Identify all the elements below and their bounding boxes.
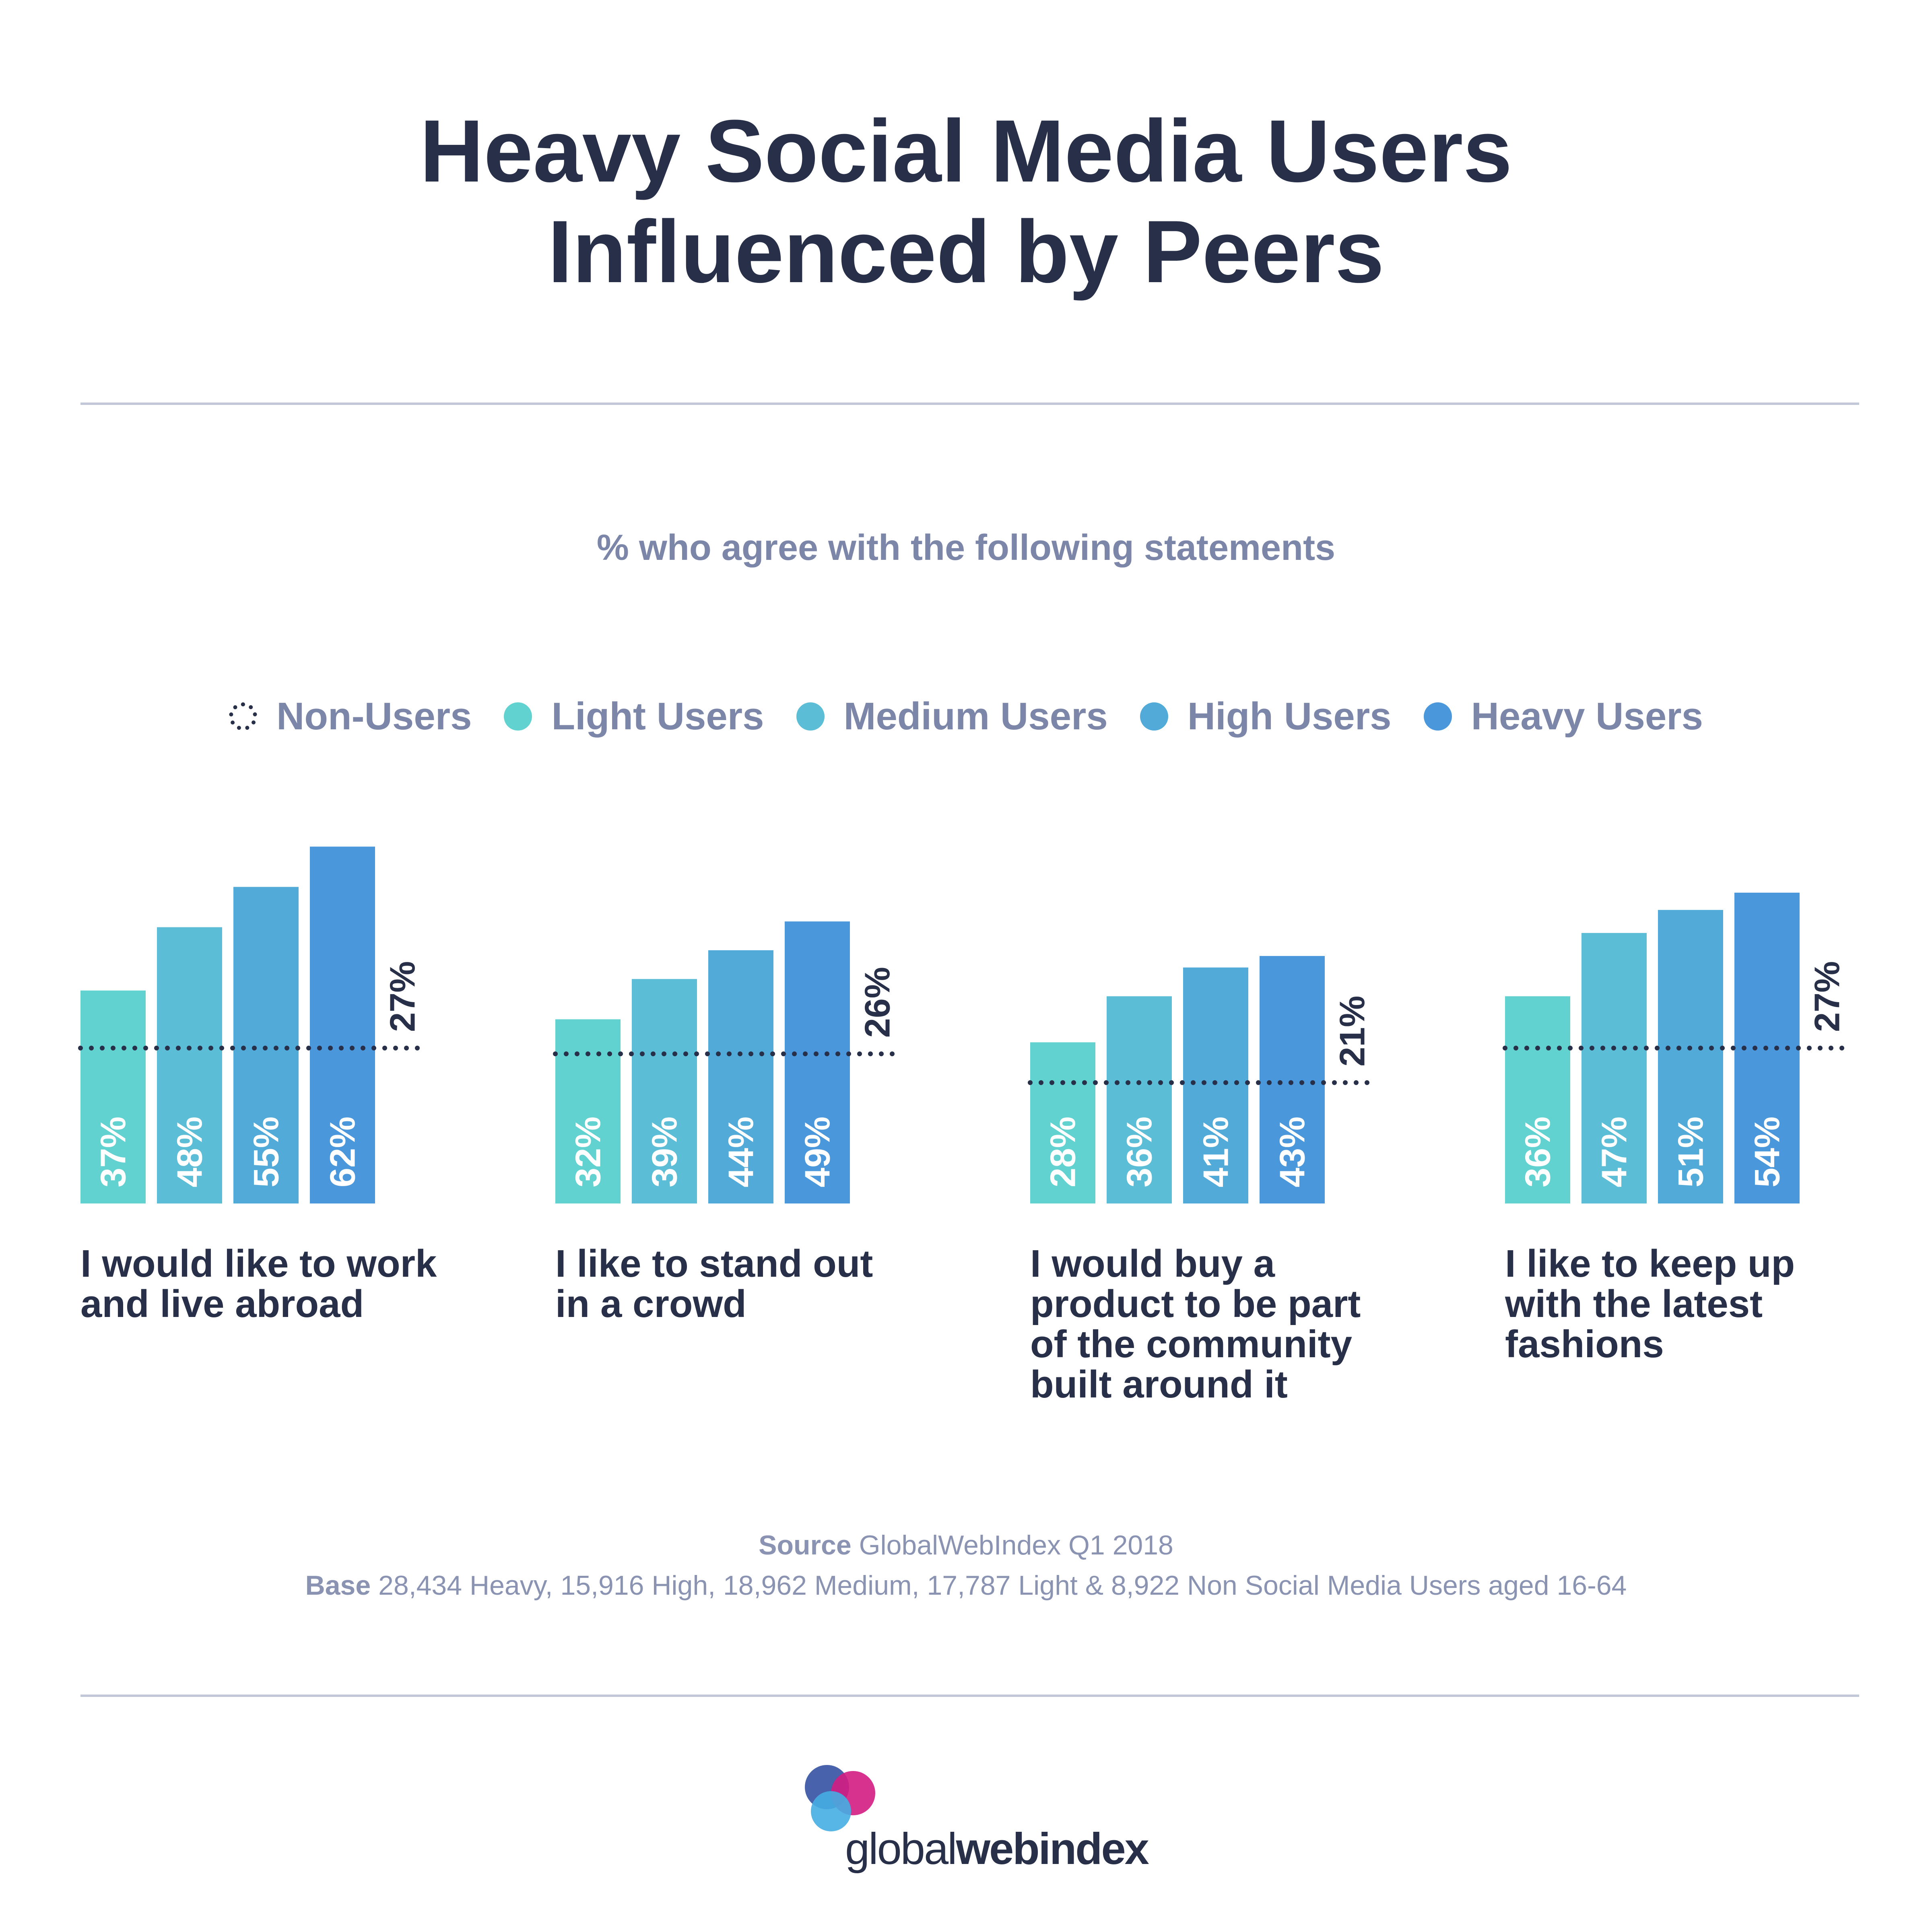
logo-wordmark-bold: webindex xyxy=(956,1824,1149,1874)
bar-light-1 xyxy=(80,990,146,1203)
legend: Non-Users Light Users Medium Users High … xyxy=(0,692,1932,741)
source-note: Source GlobalWebIndex Q1 2018 xyxy=(0,1530,1932,1561)
bar-value-label-heavy-4: 54% xyxy=(1747,1117,1787,1187)
bar-value-label-light-2: 32% xyxy=(568,1117,608,1187)
legend-swatch-high-users xyxy=(1140,702,1168,731)
nonusers-value-label-4: 27% xyxy=(1807,961,1847,1032)
bar-heavy-3 xyxy=(1260,956,1325,1203)
legend-item-non-users: Non-Users xyxy=(229,694,472,739)
bar-value-label-light-4: 36% xyxy=(1518,1117,1558,1187)
bar-high-2 xyxy=(708,950,773,1203)
bar-value-label-high-4: 51% xyxy=(1671,1117,1711,1187)
bar-value-label-light-3: 28% xyxy=(1043,1117,1083,1187)
legend-item-light-users: Light Users xyxy=(504,694,764,739)
bar-value-label-medium-2: 39% xyxy=(645,1117,685,1187)
title-line-2: Influenced by Peers xyxy=(548,202,1384,301)
bar-high-4 xyxy=(1658,910,1723,1203)
legend-label: Heavy Users xyxy=(1471,695,1703,738)
legend-item-heavy-users: Heavy Users xyxy=(1423,694,1703,739)
source-key: Source xyxy=(759,1530,852,1560)
base-text: 28,434 Heavy, 15,916 High, 18,962 Medium… xyxy=(378,1570,1627,1601)
source-text: GlobalWebIndex Q1 2018 xyxy=(859,1530,1173,1560)
bar-medium-1 xyxy=(157,927,222,1203)
title-line-1: Heavy Social Media Users xyxy=(420,101,1512,200)
bar-medium-3 xyxy=(1107,996,1172,1203)
legend-swatch-light-users xyxy=(504,702,532,731)
nonusers-value-label-3: 21% xyxy=(1332,996,1372,1067)
nonusers-value-label-2: 26% xyxy=(858,967,897,1038)
base-key: Base xyxy=(305,1570,371,1601)
bar-high-1 xyxy=(233,887,299,1203)
legend-swatch-non-users xyxy=(229,702,258,731)
bar-value-label-medium-3: 36% xyxy=(1120,1117,1159,1187)
page-title: Heavy Social Media Users Influenced by P… xyxy=(0,101,1932,302)
bar-heavy-2 xyxy=(785,921,850,1203)
base-note: Base 28,434 Heavy, 15,916 High, 18,962 M… xyxy=(0,1570,1932,1601)
top-divider xyxy=(80,402,1859,405)
logo-wordmark: globalwebindex xyxy=(845,1823,1149,1874)
bar-value-label-light-1: 37% xyxy=(93,1117,133,1187)
bar-light-2 xyxy=(555,1019,621,1203)
statement-label-4: I like to keep up with the latest fashio… xyxy=(1505,1242,1795,1366)
chart-subtitle: % who agree with the following statement… xyxy=(596,528,1336,568)
logo-wordmark-light: global xyxy=(845,1824,957,1874)
legend-swatch-heavy-users xyxy=(1423,702,1452,731)
bar-value-label-heavy-2: 49% xyxy=(798,1117,837,1187)
bar-value-label-medium-1: 48% xyxy=(170,1117,210,1187)
legend-label: Light Users xyxy=(551,695,764,738)
bar-medium-4 xyxy=(1581,933,1647,1203)
bar-medium-2 xyxy=(632,979,697,1203)
bar-value-label-heavy-1: 62% xyxy=(323,1117,363,1187)
statement-label-2: I like to stand out in a crowd xyxy=(555,1242,873,1325)
legend-label: High Users xyxy=(1187,695,1392,738)
legend-label: Medium Users xyxy=(843,695,1108,738)
globalwebindex-logo-icon xyxy=(805,1765,875,1831)
statement-label-1: I would like to work and live abroad xyxy=(80,1242,437,1325)
legend-swatch-medium-users xyxy=(796,702,825,731)
bar-chart: 37% 48% 55% 62% 27% 32% 39% 44% 49% 26% 28% 36% 41% 4… xyxy=(78,846,1847,1203)
legend-item-medium-users: Medium Users xyxy=(796,694,1108,739)
statement-label-3: I would buy a product to be part of the … xyxy=(1030,1242,1361,1406)
bar-light-3 xyxy=(1030,1042,1095,1203)
bar-value-label-high-2: 44% xyxy=(721,1117,761,1187)
legend-label: Non-Users xyxy=(276,695,472,738)
nonusers-value-label-1: 27% xyxy=(383,961,423,1032)
bar-high-3 xyxy=(1183,967,1248,1203)
legend-item-high-users: High Users xyxy=(1140,694,1392,739)
bar-heavy-1 xyxy=(310,846,375,1203)
bar-value-label-high-3: 41% xyxy=(1196,1117,1236,1187)
bar-light-4 xyxy=(1505,996,1570,1203)
bar-value-label-high-1: 55% xyxy=(246,1117,286,1187)
bar-value-label-heavy-3: 43% xyxy=(1272,1117,1312,1187)
bar-value-label-medium-4: 47% xyxy=(1594,1117,1634,1187)
bottom-divider xyxy=(80,1695,1859,1697)
